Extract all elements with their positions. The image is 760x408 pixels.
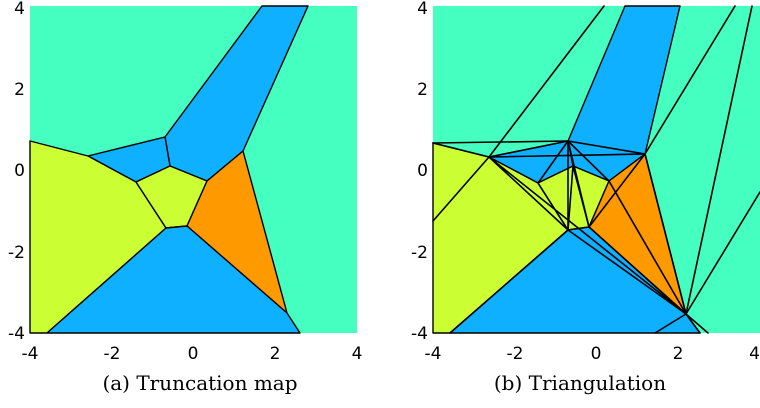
a-y-tick-1: 2 xyxy=(14,80,25,100)
tri-edge xyxy=(449,229,569,334)
a-x-tick-2: 0 xyxy=(188,344,199,364)
tri-edge xyxy=(488,5,605,158)
a-y-tick-0: 4 xyxy=(14,0,25,19)
tri-edge xyxy=(608,180,687,315)
tri-edge xyxy=(685,313,709,334)
tri-edge xyxy=(572,165,590,228)
tri-edge xyxy=(537,182,569,231)
tri-edge xyxy=(432,142,490,158)
tri-edge xyxy=(685,5,753,315)
a-y-tick-4: -4 xyxy=(8,324,25,344)
tri-edge xyxy=(685,191,760,315)
b-y-tick-2: 0 xyxy=(417,161,428,181)
a-x-tick-3: 2 xyxy=(270,344,281,364)
b-x-tick-2: 0 xyxy=(591,344,602,364)
tri-edge xyxy=(488,140,569,158)
b-y-tick-3: -2 xyxy=(411,243,428,263)
tri-edge xyxy=(588,153,646,228)
tri-edge xyxy=(644,5,736,155)
a-y-tick-2: 0 xyxy=(14,161,25,181)
b-y-tick-4: -4 xyxy=(411,324,428,344)
tri-edge xyxy=(488,153,646,158)
tri-edge xyxy=(432,156,490,222)
region-bottom-blue xyxy=(46,225,301,334)
tri-edge xyxy=(567,229,687,315)
tri-edge xyxy=(644,153,687,315)
a-y-tick-3: -2 xyxy=(8,243,25,263)
tri-edge xyxy=(567,140,610,182)
tri-edge xyxy=(537,140,569,184)
b-x-tick-1: -2 xyxy=(507,344,524,364)
tri-edge xyxy=(488,156,569,231)
a-x-tick-0: -4 xyxy=(22,344,39,364)
caption-b: (b) Triangulation xyxy=(494,371,666,395)
b-x-tick-3: 2 xyxy=(673,344,684,364)
a-x-tick-1: -2 xyxy=(104,344,121,364)
b-y-tick-1: 2 xyxy=(417,80,428,100)
tri-edge xyxy=(567,140,646,155)
caption-a: (a) Truncation map xyxy=(102,371,297,395)
triangulation-edges xyxy=(432,5,760,334)
b-y-tick-0: 4 xyxy=(417,0,428,19)
tri-edge xyxy=(588,226,687,315)
tri-edge xyxy=(432,140,569,144)
b-x-tick-0: -4 xyxy=(425,344,442,364)
tri-edge xyxy=(488,156,687,315)
panel-a-truncation-map: 4 2 0 -2 -4 -4 -2 0 2 4 (a) Truncation m… xyxy=(8,0,362,395)
tri-edge xyxy=(685,313,701,334)
tri-edge xyxy=(567,165,574,231)
panel-b-triangulation: 4 2 0 -2 -4 -4 -2 0 2 4 (b) Triangulatio… xyxy=(411,0,760,395)
tri-edge xyxy=(654,313,687,334)
b-x-tick-4: 4 xyxy=(749,344,760,364)
a-x-tick-4: 4 xyxy=(352,344,363,364)
